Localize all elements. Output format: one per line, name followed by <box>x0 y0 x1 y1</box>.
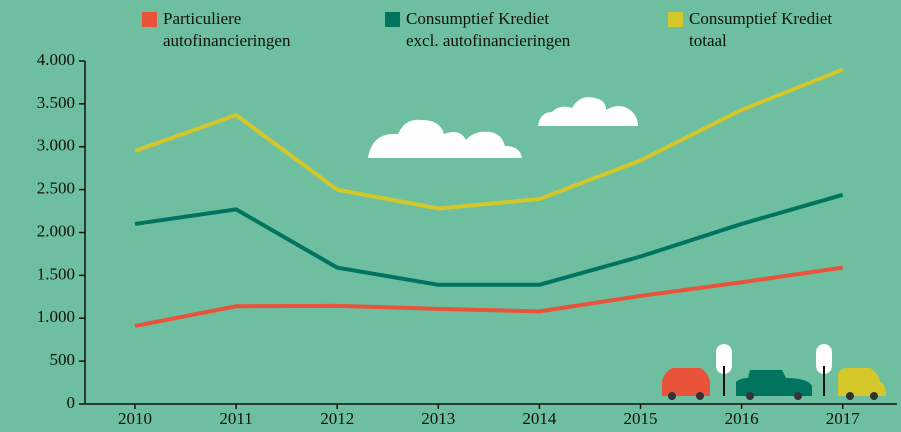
y-tick-label: 1.000 <box>37 307 75 326</box>
y-tick-label: 3.500 <box>37 93 75 112</box>
legend-swatch <box>142 12 157 27</box>
x-tick-label: 2016 <box>725 409 759 428</box>
chart: 0 500 1.000 1.500 2.000 2.500 3.000 3.500 4.000 2… <box>0 0 901 432</box>
x-tick-label: 2012 <box>320 409 354 428</box>
x-tick-label: 2017 <box>826 409 861 428</box>
y-tick-label: 0 <box>67 393 76 412</box>
x-tick-label: 2013 <box>421 409 455 428</box>
y-tick-label: 3.000 <box>37 136 75 155</box>
y-tick-label: 2.000 <box>37 221 75 240</box>
y-tick-label: 4.000 <box>37 50 75 69</box>
x-tick-label: 2011 <box>219 409 252 428</box>
y-tick-label: 1.500 <box>37 264 75 283</box>
legend-swatch <box>668 12 683 27</box>
x-tick-label: 2014 <box>522 409 557 428</box>
y-tick-label: 500 <box>50 350 76 369</box>
x-tick-label: 2015 <box>624 409 658 428</box>
y-tick-label: 2.500 <box>37 179 75 198</box>
x-tick-label: 2010 <box>118 409 152 428</box>
legend-swatch <box>385 12 400 27</box>
